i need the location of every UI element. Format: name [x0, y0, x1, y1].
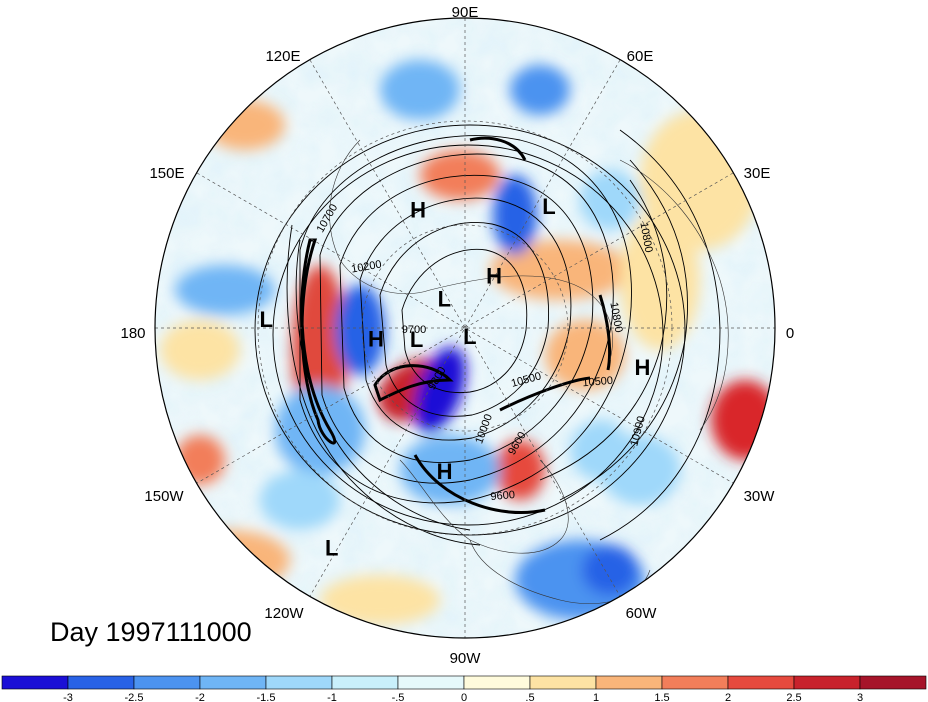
longitude-label: 150W [144, 488, 184, 505]
colorbar-swatch [265, 675, 333, 690]
colorbar-tick-label: .5 [525, 692, 534, 702]
longitude-label: 30E [744, 165, 771, 182]
pressure-center-high: H [410, 198, 426, 223]
colorbar-swatch [331, 675, 399, 690]
colorbar-swatch [793, 675, 861, 690]
contour-label: 10800 [607, 301, 624, 333]
colorbar-swatch [595, 675, 663, 690]
day-label: Day 1997111000 [50, 617, 252, 647]
colorbar-tick-label: 1 [593, 692, 599, 702]
colorbar-swatch [1, 675, 69, 690]
pressure-center-high: H [486, 263, 502, 288]
pressure-center-high: H [437, 459, 453, 484]
colorbar-tick-label: 3 [857, 692, 863, 702]
colorbar-tick-label: -2.5 [125, 692, 144, 702]
colorbar-swatch [727, 675, 795, 690]
colorbar-tick-label: -.5 [392, 692, 405, 702]
colorbar-swatch [661, 675, 729, 690]
longitude-label: 60W [626, 605, 658, 622]
colorbar-swatch [67, 675, 135, 690]
colorbar-tick-label: 0 [461, 692, 467, 702]
colorbar-tick-label: 2.5 [786, 692, 801, 702]
graticule [155, 18, 775, 638]
contour-label: 10500 [582, 375, 614, 390]
longitude-label: 90E [452, 4, 479, 21]
longitude-label: 150E [149, 165, 184, 182]
pressure-center-low: L [542, 194, 555, 219]
colorbar-tick-label: -1.5 [257, 692, 276, 702]
longitude-labels: 90E 60E 30E 0 30W 60W 90W 120W 150W 180 150E 120E [120, 4, 794, 667]
contour-label: 9700 [402, 324, 426, 336]
colorbar: -3 -2.5 -2 -1.5 -1 -.5 0 .5 1 1.5 2 2.5 3 [1, 675, 927, 702]
colorbar-tick-label: 1.5 [654, 692, 669, 702]
pressure-center-high: H [368, 326, 384, 351]
height-contours [254, 124, 721, 546]
map-boundary [154, 17, 776, 639]
contour-label: 10800 [637, 221, 654, 253]
colorbar-swatch [133, 675, 201, 690]
longitude-label: 120W [264, 605, 304, 622]
contour-label: 10200 [350, 258, 382, 275]
colorbar-swatch [397, 675, 465, 690]
longitude-label: 180 [120, 325, 145, 342]
pressure-center-low: L [410, 327, 423, 352]
colorbar-swatch [529, 675, 597, 690]
pressure-center-low: L [463, 324, 476, 349]
colorbar-tick-label: 2 [725, 692, 731, 702]
colorbar-swatch [199, 675, 267, 690]
longitude-label: 90W [450, 650, 482, 667]
colorbar-tick-label: -1 [327, 692, 337, 702]
pressure-center-low: L [325, 536, 338, 561]
colorbar-tick-label: -2 [195, 692, 205, 702]
longitude-label: 0 [786, 325, 794, 342]
colorbar-tick-label: -3 [63, 692, 73, 702]
pressure-center-low: L [259, 307, 272, 332]
pressure-center-high: H [635, 355, 651, 380]
pressure-center-low: L [438, 286, 451, 311]
colorbar-swatch [859, 675, 927, 690]
longitude-label: 120E [265, 48, 300, 65]
longitude-label: 30W [744, 488, 776, 505]
coastlines [329, 139, 729, 605]
longitude-label: 60E [627, 48, 654, 65]
colorbar-swatch [463, 675, 531, 690]
contour-label: 9600 [490, 489, 515, 503]
